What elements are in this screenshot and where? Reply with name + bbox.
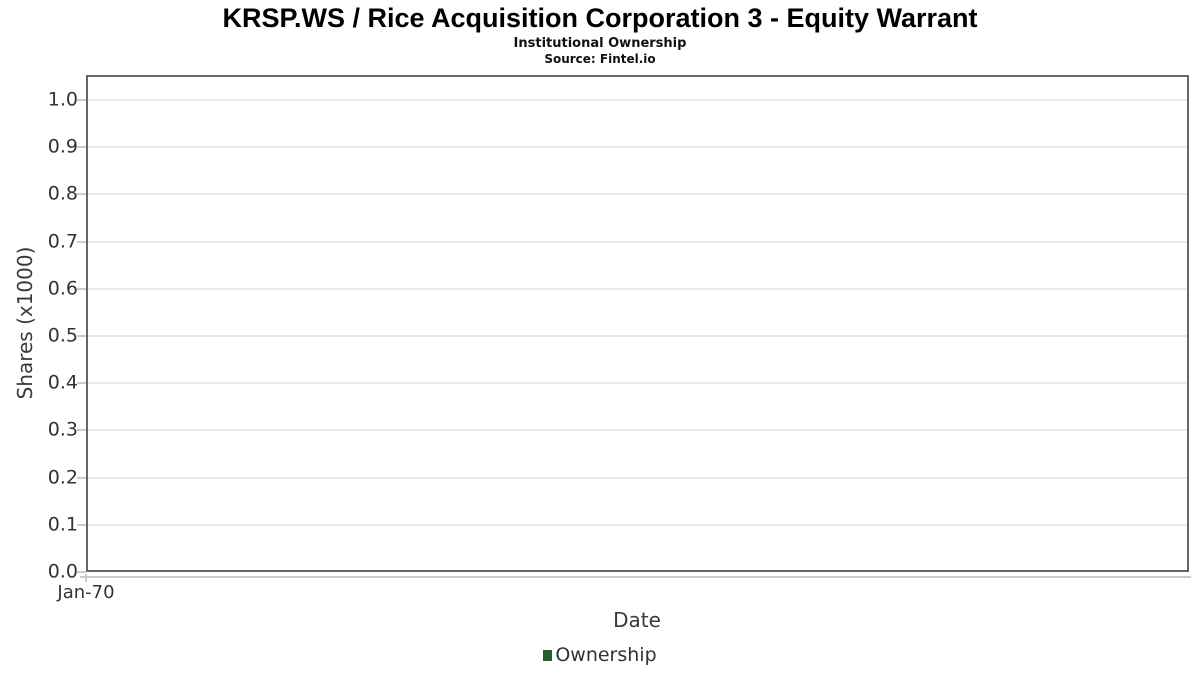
- x-tick-label: Jan-70: [57, 582, 115, 603]
- y-tick-mark: [77, 523, 86, 526]
- gridline: [88, 335, 1187, 337]
- x-axis-label: Date: [613, 608, 661, 632]
- y-tick-label: 0.6: [47, 277, 78, 300]
- gridline: [88, 523, 1187, 526]
- y-tick-label: 0.7: [47, 230, 78, 253]
- y-tick-label: 0.3: [47, 418, 78, 441]
- y-tick-mark: [77, 99, 86, 101]
- y-tick-mark: [77, 382, 86, 385]
- x-tick-mark: [85, 574, 87, 582]
- y-tick-mark: [77, 193, 86, 196]
- y-tick-label: 1.0: [47, 88, 78, 111]
- y-tick-label: 0.5: [47, 324, 78, 347]
- y-tick-label: 0.0: [47, 560, 78, 583]
- gridline: [88, 287, 1187, 290]
- chart-title: KRSP.WS / Rice Acquisition Corporation 3…: [222, 3, 978, 33]
- gridline: [88, 193, 1187, 196]
- y-tick-label: 0.8: [47, 182, 78, 205]
- gridline: [88, 146, 1187, 149]
- legend: Ownership: [0, 644, 1200, 666]
- y-tick-mark: [77, 335, 86, 337]
- y-tick-mark: [77, 146, 86, 149]
- legend-item-label: Ownership: [555, 644, 657, 666]
- plot-area: [86, 75, 1189, 572]
- legend-marker-icon: [543, 649, 553, 661]
- y-tick-label: 0.2: [47, 466, 78, 489]
- y-tick-mark: [77, 287, 86, 290]
- y-tick-label: 0.9: [47, 135, 78, 158]
- y-tick-mark: [77, 240, 86, 243]
- y-tick-label: 0.1: [47, 513, 78, 536]
- gridline: [88, 382, 1187, 385]
- gridline: [88, 476, 1187, 479]
- y-tick-label: 0.4: [47, 371, 78, 394]
- y-tick-mark: [77, 476, 86, 479]
- gridline: [88, 240, 1187, 243]
- y-axis-label: Shares (x1000): [13, 246, 37, 400]
- y-tick-mark: [77, 571, 86, 573]
- y-tick-mark: [77, 429, 86, 432]
- gridline: [88, 99, 1187, 101]
- gridline: [88, 429, 1187, 432]
- x-axis-line: [80, 576, 1191, 578]
- chart-source: Source: Fintel.io: [544, 52, 656, 66]
- chart-subtitle: Institutional Ownership: [513, 36, 687, 51]
